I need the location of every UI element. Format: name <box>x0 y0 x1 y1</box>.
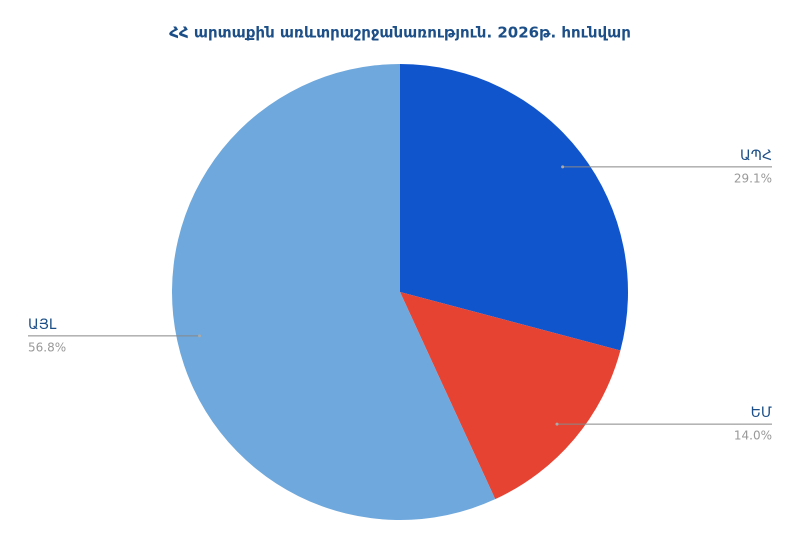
leader-dot <box>561 165 565 169</box>
chart-title: ՀՀ արտաքին առևտրաշրջանառություն. 2026թ. … <box>169 24 631 42</box>
slice-value: 29.1% <box>734 171 772 185</box>
pie-slice <box>171 64 496 520</box>
pie-slice <box>400 292 621 500</box>
slice-value: 56.8% <box>28 340 66 354</box>
slice-value: 14.0% <box>734 429 772 443</box>
slice-label: ԵՄ <box>751 405 772 421</box>
slice-label: ԱՊՀ <box>740 148 772 164</box>
leader-dot <box>555 422 559 426</box>
leader-dot <box>198 334 202 338</box>
slice-label: ԱՅԼ <box>28 317 57 333</box>
pie-slice <box>400 64 628 351</box>
